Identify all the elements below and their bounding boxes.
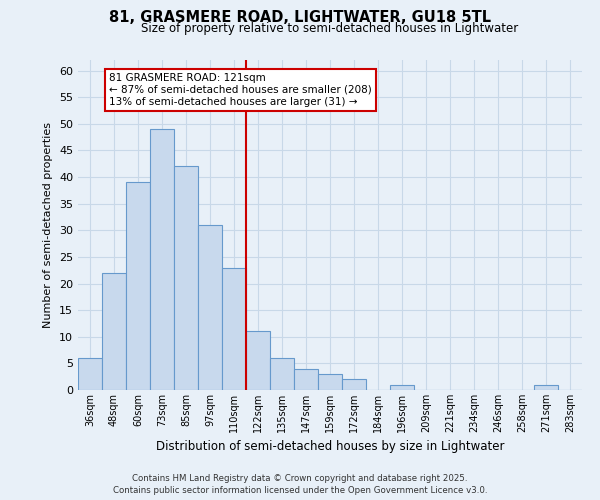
Bar xyxy=(78,358,102,390)
Y-axis label: Number of semi-detached properties: Number of semi-detached properties xyxy=(43,122,53,328)
Title: Size of property relative to semi-detached houses in Lightwater: Size of property relative to semi-detach… xyxy=(142,22,518,35)
Bar xyxy=(150,129,174,390)
Bar xyxy=(534,384,558,390)
Text: Contains HM Land Registry data © Crown copyright and database right 2025.
Contai: Contains HM Land Registry data © Crown c… xyxy=(113,474,487,495)
Bar xyxy=(390,384,414,390)
Bar xyxy=(318,374,342,390)
X-axis label: Distribution of semi-detached houses by size in Lightwater: Distribution of semi-detached houses by … xyxy=(156,440,504,454)
Bar xyxy=(246,332,270,390)
Bar xyxy=(270,358,294,390)
Bar xyxy=(174,166,198,390)
Bar xyxy=(126,182,150,390)
Bar xyxy=(102,273,126,390)
Text: 81, GRASMERE ROAD, LIGHTWATER, GU18 5TL: 81, GRASMERE ROAD, LIGHTWATER, GU18 5TL xyxy=(109,10,491,25)
Bar xyxy=(342,380,366,390)
Bar xyxy=(198,225,222,390)
Bar xyxy=(294,368,318,390)
Text: 81 GRASMERE ROAD: 121sqm
← 87% of semi-detached houses are smaller (208)
13% of : 81 GRASMERE ROAD: 121sqm ← 87% of semi-d… xyxy=(109,74,372,106)
Bar xyxy=(222,268,246,390)
